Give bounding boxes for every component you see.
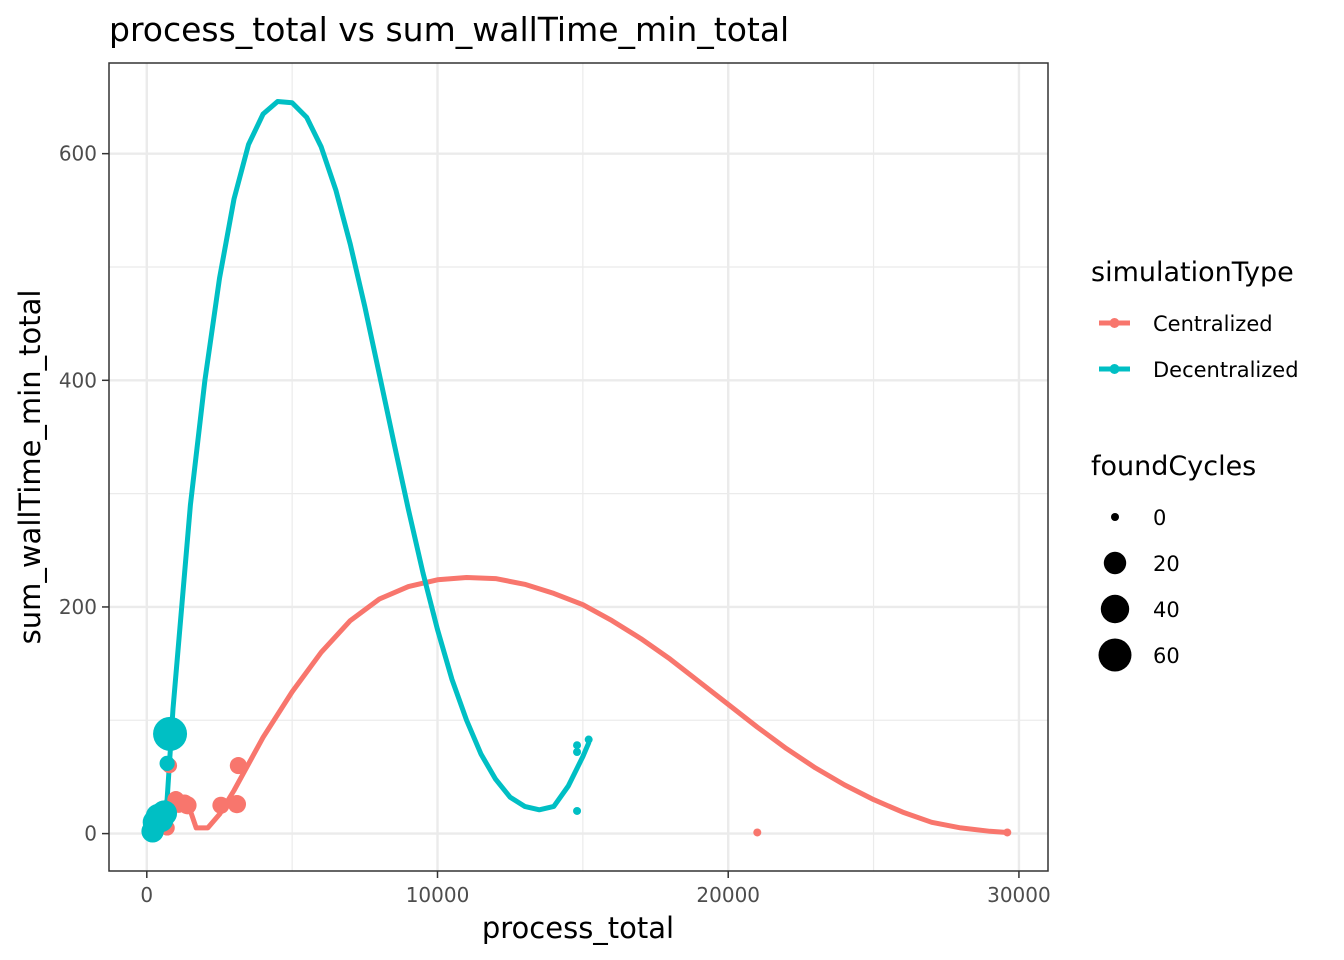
trend-lines [153,99,1010,835]
data-point-decentralized [584,735,593,744]
size-legend-label: 20 [1153,552,1180,576]
y-axis-ticks: 0 200 400 600 [59,142,109,846]
data-point-decentralized [573,741,582,750]
color-legend-title: simulationType [1091,257,1294,288]
data-point-decentralized [159,755,175,771]
data-point-centralized [753,828,762,837]
trend-line-decentralized [153,99,592,831]
data-point-centralized [227,795,247,814]
size-legend-point [1098,638,1132,672]
size-legend-point [1100,594,1130,624]
size-legend-label: 0 [1153,506,1166,530]
legend: simulationType CentralizedDecentralized … [1091,257,1299,672]
color-legend-keys: Centralized Decentralized [1099,312,1299,382]
data-point-decentralized [573,806,582,815]
y-axis-title: sum_wallTime_min_total [13,290,47,645]
legend-key-point [1109,364,1120,374]
data-point-centralized [212,796,230,814]
x-tick-label: 20000 [696,883,760,907]
data-point-centralized [178,796,197,815]
legend-key-point [1109,318,1120,328]
data-points [141,716,1012,843]
y-tick-label: 0 [84,822,97,846]
size-legend-label: 40 [1153,598,1180,622]
size-legend-keys: 0 20 40 60 [1098,506,1180,672]
panel-border [108,62,1049,872]
x-axis-title: process_total [482,911,674,945]
size-legend-point [1111,513,1119,521]
size-legend-point [1103,551,1127,575]
x-tick-label: 10000 [406,883,470,907]
y-tick-label: 200 [59,595,97,619]
x-axis-ticks: 0 10000 20000 30000 [140,871,1051,907]
grid [109,63,1048,871]
data-point-centralized [229,757,247,775]
size-legend-title: foundCycles [1091,451,1256,482]
data-point-centralized [1003,828,1012,837]
x-tick-label: 0 [140,883,153,907]
legend-label: Decentralized [1153,358,1299,382]
data-point-decentralized [573,748,582,757]
legend-label: Centralized [1153,312,1273,336]
data-point-decentralized [151,800,178,827]
y-tick-label: 600 [59,142,97,166]
size-legend-label: 60 [1153,644,1180,668]
plot-panel [108,62,1049,872]
y-tick-label: 400 [59,368,97,392]
x-tick-label: 30000 [987,883,1051,907]
trend-line-centralized [153,575,1010,835]
chart-title: process_total vs sum_wallTime_min_total [109,10,789,49]
data-point-decentralized [153,716,188,751]
